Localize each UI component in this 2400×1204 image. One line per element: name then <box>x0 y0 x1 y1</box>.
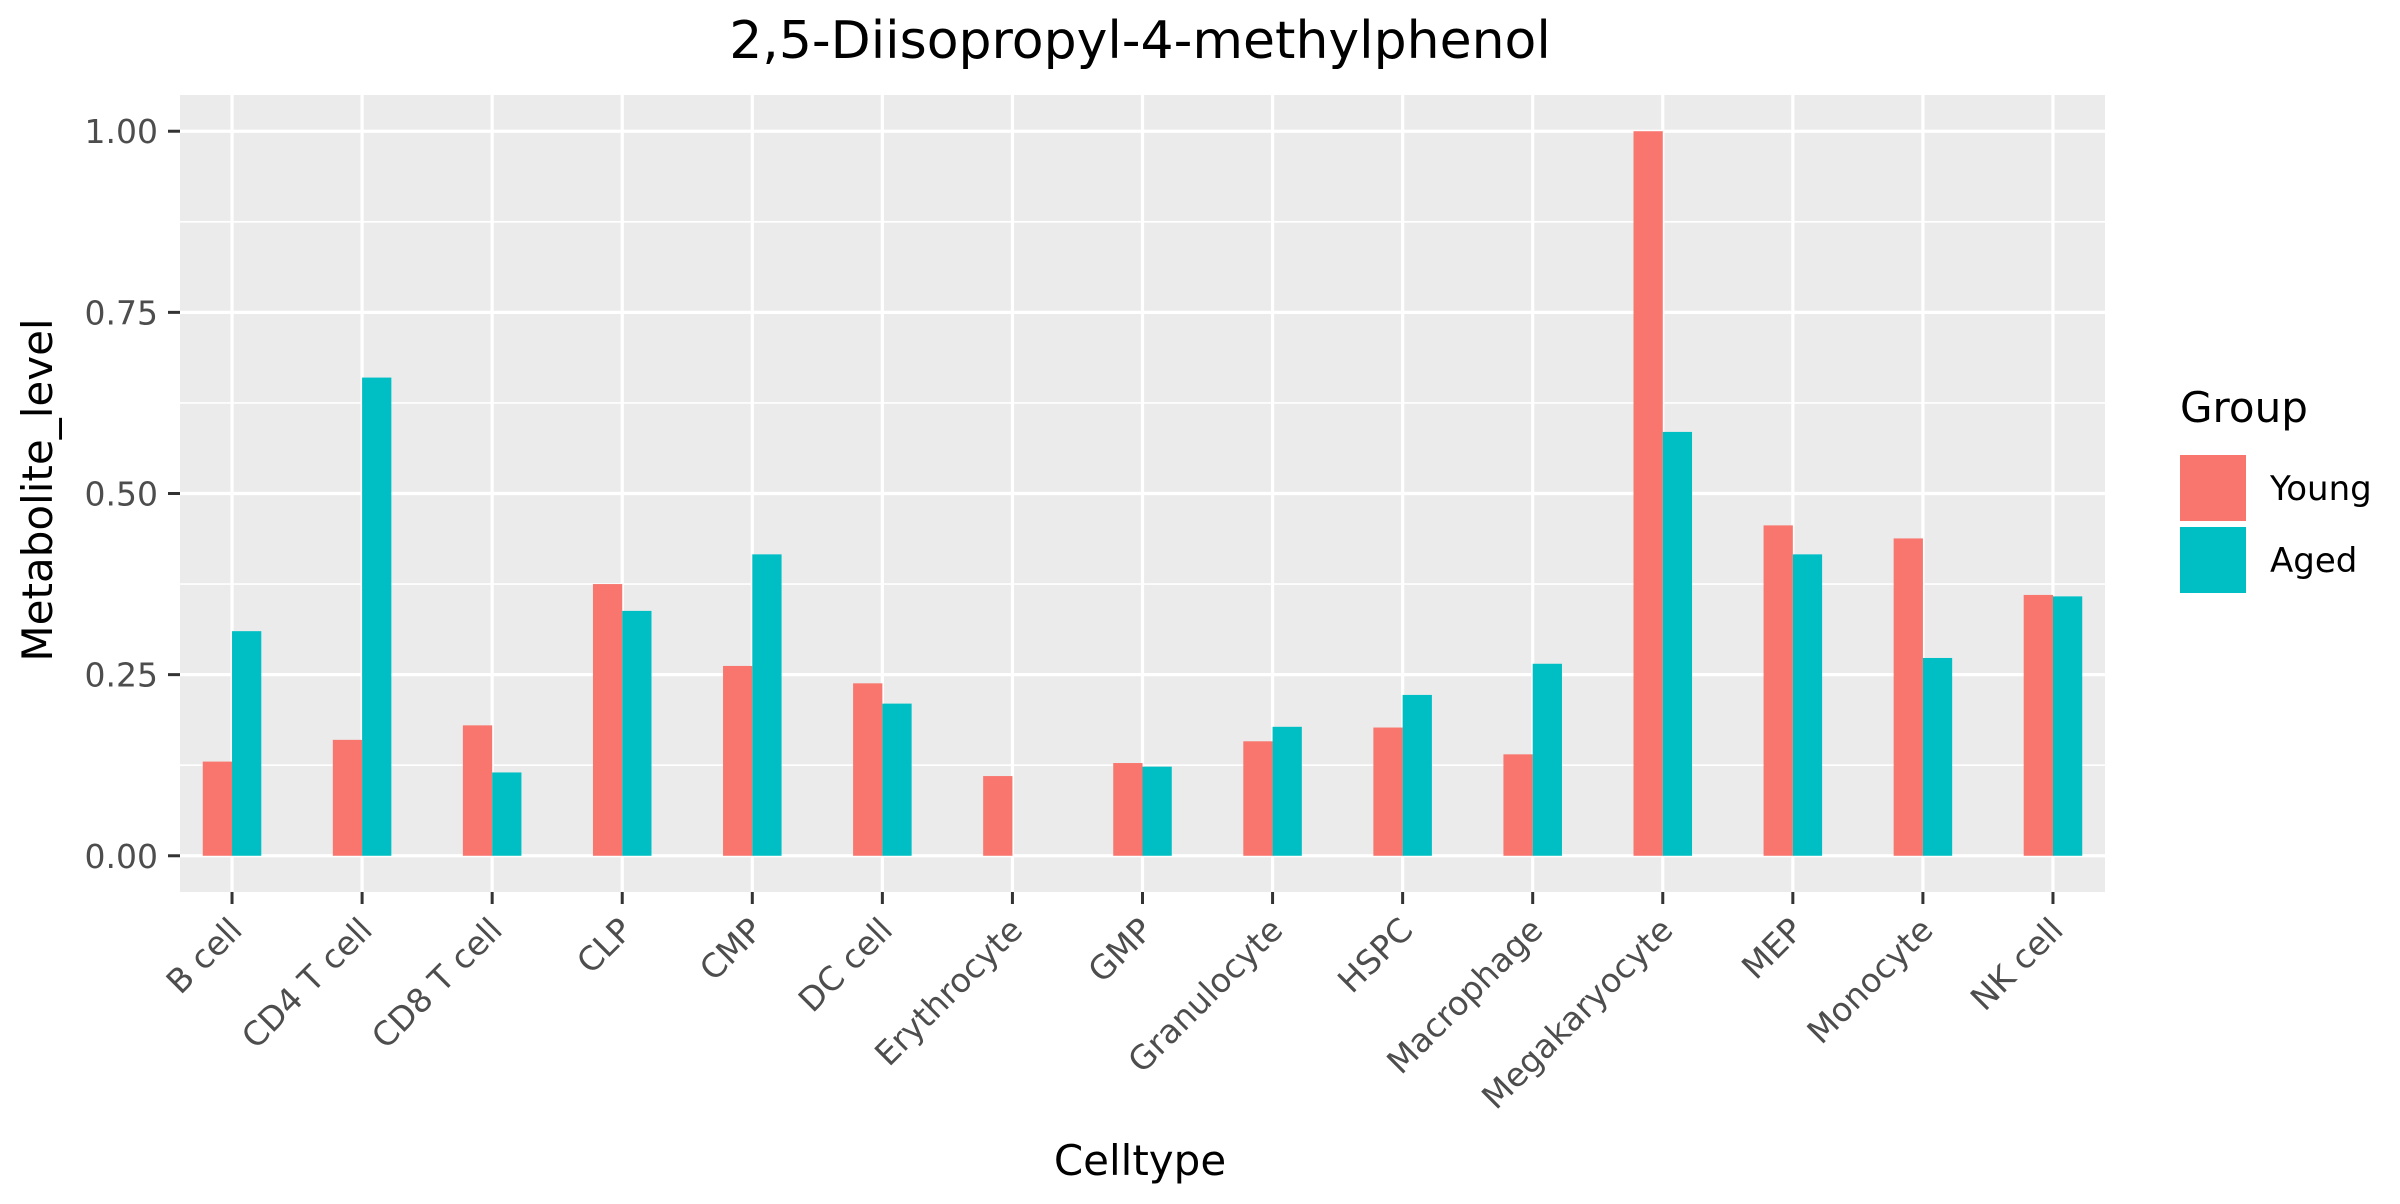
bar-aged-b-cell <box>232 631 262 856</box>
legend-key-young <box>2180 455 2246 521</box>
bar-young-macrophage <box>1503 754 1533 856</box>
x-axis-title: Celltype <box>1054 1136 1226 1185</box>
bar-young-b-cell <box>202 761 233 856</box>
bar-young-erythrocyte <box>983 776 1013 856</box>
bar-aged-mep <box>1792 554 1823 856</box>
legend-label-young: Young <box>2269 469 2372 509</box>
bar-young-clp <box>592 584 623 856</box>
bar-aged-monocyte <box>1922 657 1953 856</box>
legend-label-aged: Aged <box>2270 541 2357 581</box>
bar-aged-gmp <box>1142 766 1172 856</box>
legend-title: Group <box>2180 383 2308 432</box>
bar-young-cmp <box>723 665 753 856</box>
bar-young-nk-cell <box>2023 594 2053 856</box>
bar-young-megakaryocyte <box>1633 131 1663 856</box>
bar-young-gmp <box>1113 763 1143 856</box>
bar-young-cd4-t-cell <box>332 739 363 856</box>
bar-aged-macrophage <box>1532 663 1562 856</box>
bar-young-granulocyte <box>1243 741 1273 856</box>
bar-aged-nk-cell <box>2052 596 2083 856</box>
bar-young-mep <box>1763 525 1793 856</box>
bar-aged-hspc <box>1402 694 1432 856</box>
bar-aged-cd4-t-cell <box>362 377 392 856</box>
chart-title: 2,5-Diisopropyl-4-methylphenol <box>729 11 1551 71</box>
bar-aged-cmp <box>752 554 782 856</box>
y-axis-title: Metabolite_level <box>13 318 62 661</box>
bar-young-hspc <box>1373 727 1403 856</box>
y-tick-label: 0.00 <box>85 837 158 876</box>
bar-young-dc-cell <box>853 683 883 856</box>
legend-key-aged <box>2180 527 2246 593</box>
y-tick-label: 1.00 <box>85 112 158 151</box>
bar-aged-megakaryocyte <box>1662 431 1693 856</box>
bar-young-monocyte <box>1893 538 1923 856</box>
bar-aged-cd8-t-cell <box>492 772 522 856</box>
y-tick-label: 0.50 <box>85 475 158 514</box>
bar-aged-granulocyte <box>1272 726 1302 856</box>
bar-young-cd8-t-cell <box>462 725 493 856</box>
y-tick-label: 0.75 <box>85 293 158 332</box>
y-tick-label: 0.25 <box>85 656 158 695</box>
bar-aged-dc-cell <box>882 703 912 856</box>
legend: Group Young Aged <box>2180 383 2372 593</box>
bar-aged-clp <box>622 610 652 856</box>
